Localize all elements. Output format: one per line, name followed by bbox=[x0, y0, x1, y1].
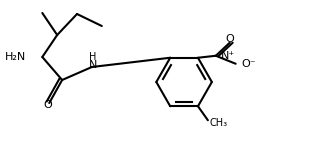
Text: H₂N: H₂N bbox=[5, 52, 26, 62]
Text: O: O bbox=[225, 34, 234, 44]
Text: CH₃: CH₃ bbox=[210, 118, 228, 128]
Text: O⁻: O⁻ bbox=[242, 59, 256, 69]
Text: N⁺: N⁺ bbox=[221, 51, 235, 61]
Text: O: O bbox=[43, 100, 52, 110]
Text: H: H bbox=[89, 52, 96, 62]
Text: N: N bbox=[89, 60, 97, 70]
